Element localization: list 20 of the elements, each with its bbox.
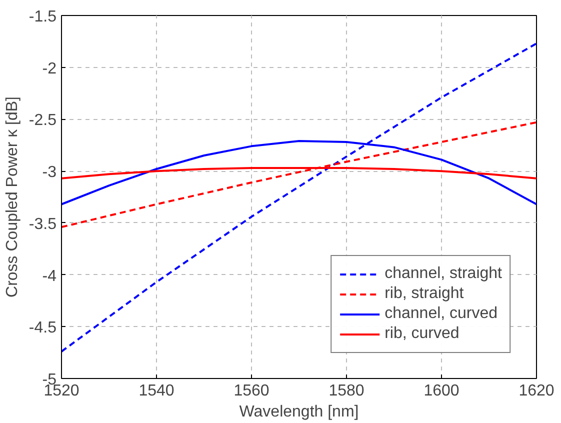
x-tick-label: 1600 [424, 382, 460, 400]
y-tick-label: -2.5 [28, 112, 57, 130]
y-tick-label: -4.5 [28, 320, 57, 337]
y-tick-label: -2 [42, 60, 57, 78]
y-tick-label: -3 [42, 164, 57, 182]
x-tick-label: 1580 [328, 382, 364, 400]
line-series [62, 42, 536, 353]
y-tick-label: -4 [42, 268, 57, 285]
y-axis-title: Cross Coupled Power κ [dB] [4, 96, 21, 298]
x-tick-label: 1540 [138, 382, 174, 400]
x-tick-label: 1560 [234, 382, 270, 400]
line-series [62, 121, 536, 228]
legend-label: channel, curved [384, 305, 498, 323]
x-tick-label: 1620 [518, 382, 554, 400]
legend-label: rib, straight [384, 285, 464, 303]
legend-label: rib, curved [384, 325, 460, 343]
x-axis-title: Wavelength [nm] [239, 404, 359, 420]
y-tick-label: -3.5 [28, 216, 57, 233]
legend-label: channel, straight [384, 265, 502, 283]
y-tick-label: -1.5 [28, 8, 57, 26]
